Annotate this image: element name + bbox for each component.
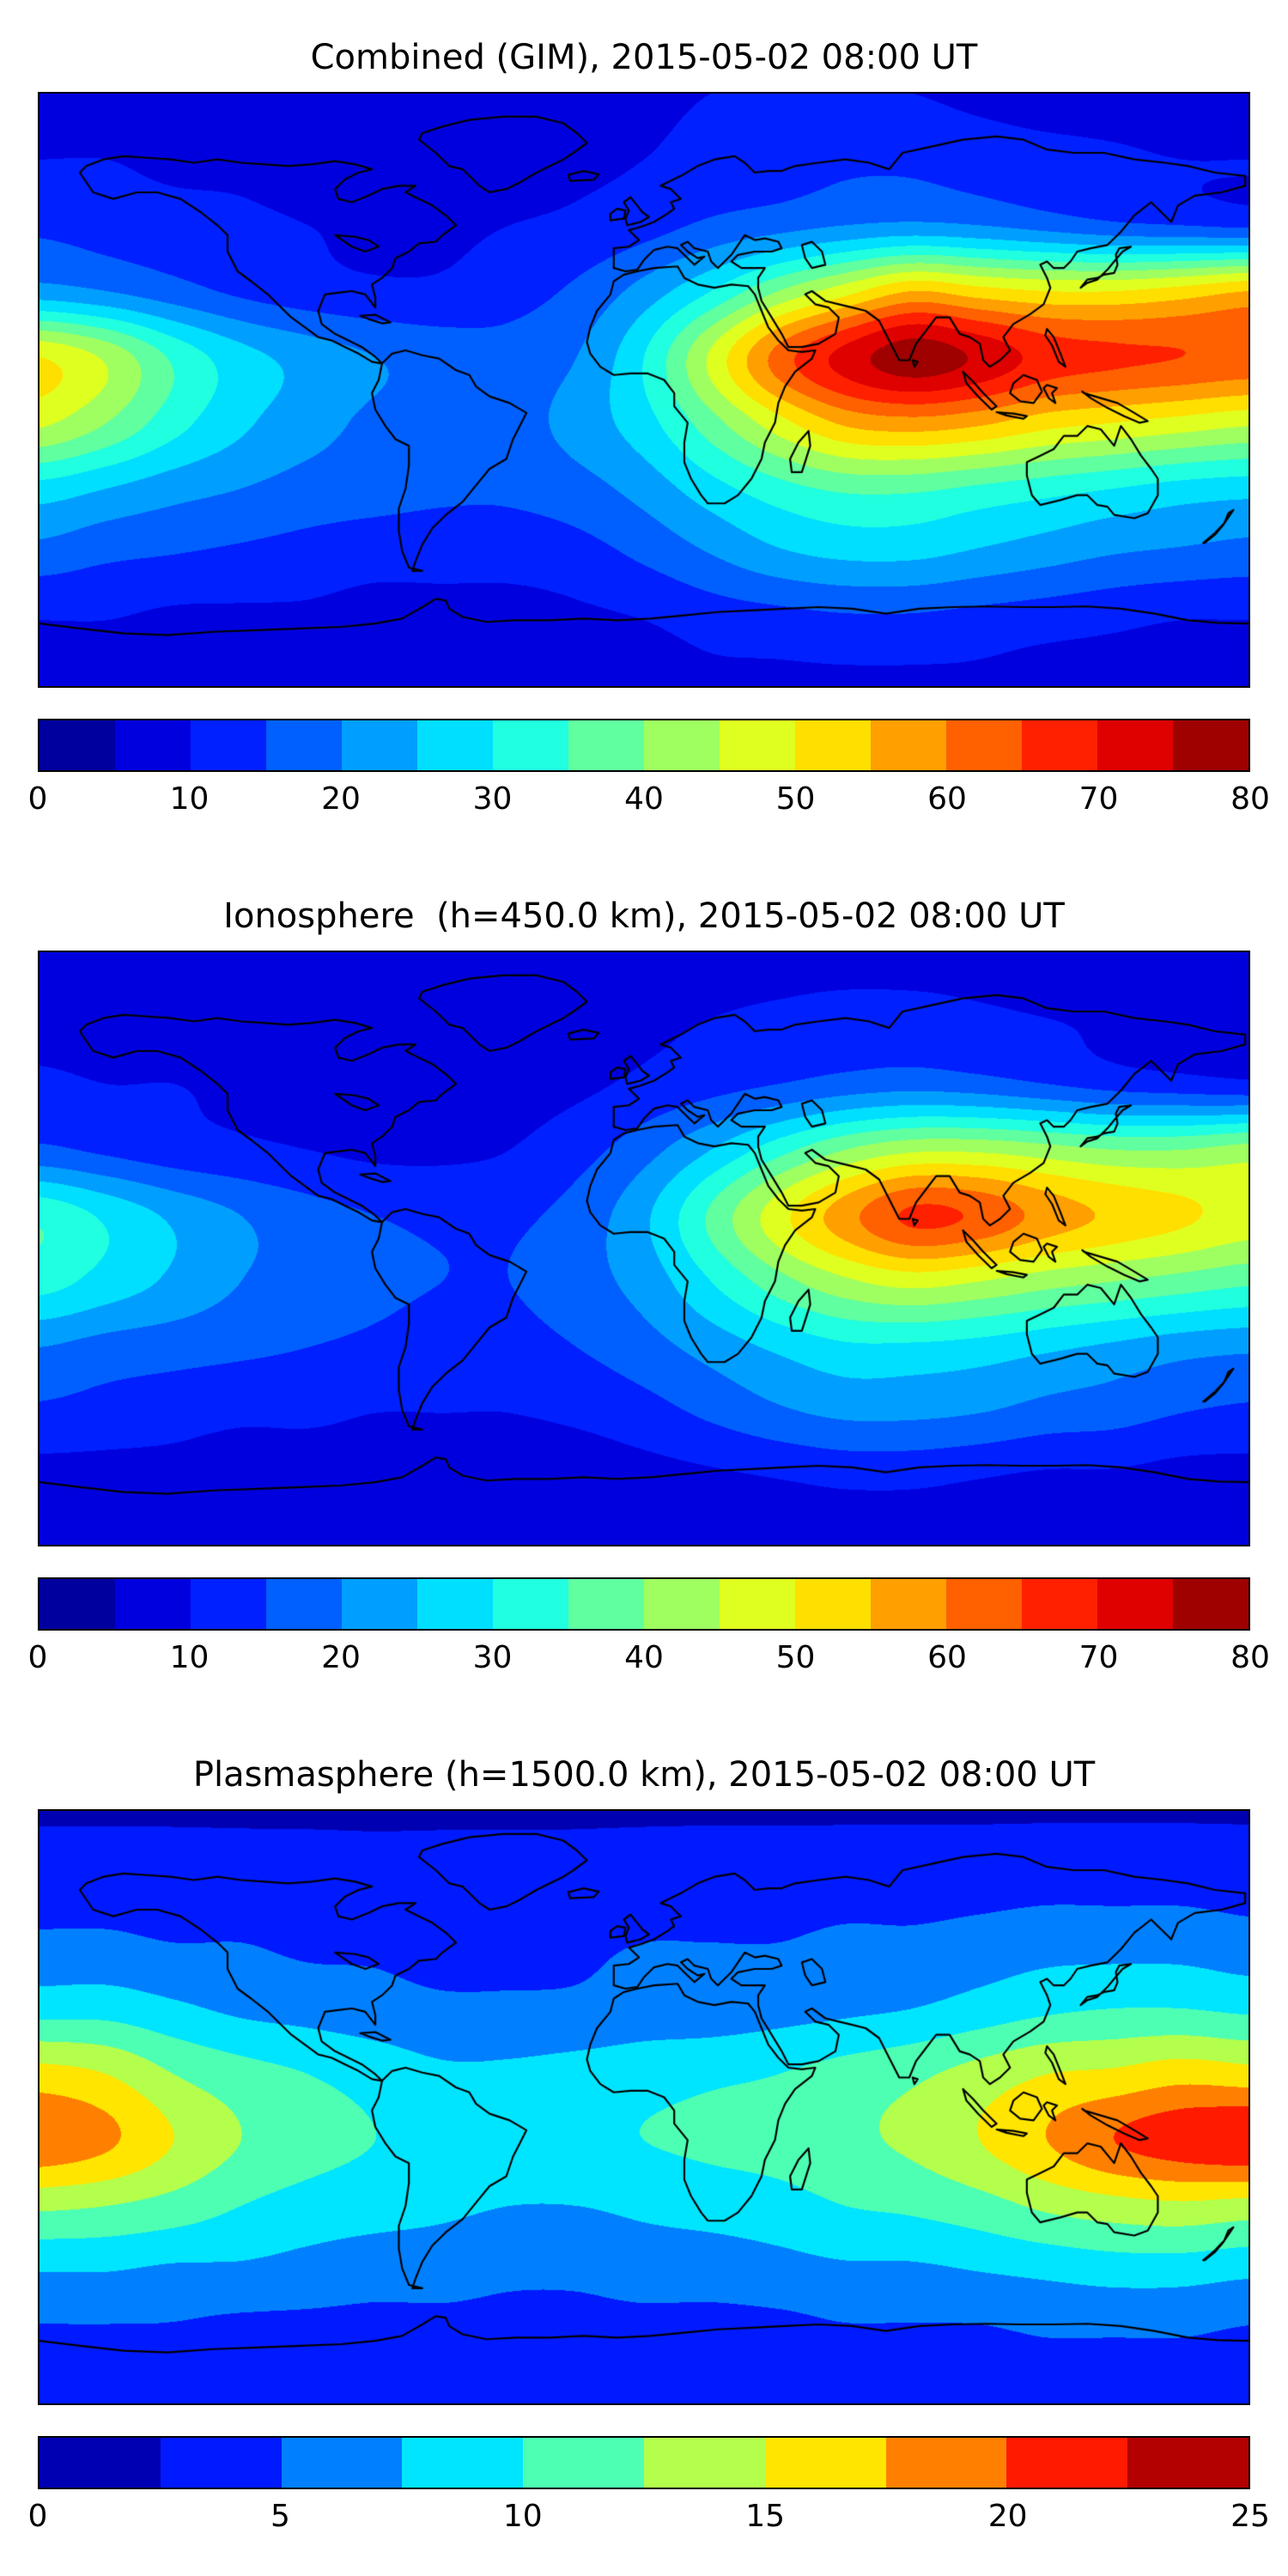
map-combined [38, 92, 1250, 689]
colorbar-segment [568, 1579, 644, 1630]
colorbar-tick-label: 5 [270, 2499, 290, 2535]
colorbar-segment [417, 1579, 493, 1630]
colorbar-ticks-2: 0 10 20 30 40 50 60 70 80 [28, 1637, 1270, 1679]
colorbar-segment [1127, 2438, 1249, 2488]
colorbar-tick-label: 25 [1230, 2499, 1270, 2535]
colorbar-segment [39, 720, 115, 771]
map-plasmasphere [38, 1809, 1250, 2406]
panel-title-ionosphere: Ionosphere (h=450.0 km), 2015-05-02 08:0… [223, 896, 1065, 936]
colorbar-tick-label: 0 [27, 1640, 48, 1676]
colorbar-tick-label: 30 [472, 1640, 513, 1676]
colorbar-tick-label: 50 [775, 1640, 816, 1676]
colorbar-tick-label: 80 [1230, 781, 1270, 817]
colorbar-segment [1022, 1579, 1097, 1630]
colorbar-segment [720, 720, 795, 771]
colorbar-segment [493, 720, 568, 771]
colorbar-segment [191, 1579, 266, 1630]
colorbar-segment [795, 1579, 871, 1630]
colorbar-tick-label: 70 [1078, 1640, 1119, 1676]
colorbar-segment [720, 1579, 795, 1630]
map-canvas-2 [39, 952, 1249, 1546]
colorbar-segment [417, 720, 493, 771]
colorbar-segment [1097, 720, 1173, 771]
colorbar-segment [946, 1579, 1022, 1630]
colorbar-segment [493, 1579, 568, 1630]
colorbar-segment [281, 2438, 403, 2488]
colorbar-tick-label: 30 [472, 781, 513, 817]
colorbar-segment [160, 2438, 282, 2488]
colorbar-tick-label: 60 [927, 781, 967, 817]
panel-title-plasmasphere: Plasmasphere (h=1500.0 km), 2015-05-02 0… [192, 1755, 1096, 1795]
panel-plasmasphere: Plasmasphere (h=1500.0 km), 2015-05-02 0… [0, 1717, 1288, 2576]
colorbar-segment [1097, 1579, 1173, 1630]
colorbar-tick-label: 40 [624, 1640, 664, 1676]
colorbar-tick-label: 20 [321, 781, 361, 817]
colorbar-segment [191, 720, 266, 771]
colorbar-tick-label: 40 [624, 781, 664, 817]
colorbar-segment [115, 720, 191, 771]
colorbar-tick-label: 60 [927, 1640, 967, 1676]
colorbar-segment [643, 2438, 765, 2488]
colorbar-tick-label: 10 [502, 2499, 543, 2535]
colorbar-segment [402, 2438, 524, 2488]
panel-title-combined: Combined (GIM), 2015-05-02 08:00 UT [310, 38, 978, 77]
colorbar-segment [644, 1579, 720, 1630]
colorbar-segment [342, 1579, 417, 1630]
colorbar-ticks-3: 0 5 10 15 20 25 [28, 2496, 1270, 2537]
map-ionosphere [38, 951, 1250, 1547]
map-canvas-1 [39, 94, 1249, 687]
colorbar-segment [1173, 720, 1249, 771]
colorbar-tick-label: 15 [745, 2499, 786, 2535]
colorbar-tick-label: 10 [169, 1640, 210, 1676]
colorbar-segment [1006, 2438, 1128, 2488]
colorbar-segment [342, 720, 417, 771]
colorbar-tick-label: 70 [1078, 781, 1119, 817]
colorbar-segment [764, 2438, 886, 2488]
colorbar-tick-label: 0 [27, 2499, 48, 2535]
colorbar-segment [795, 720, 871, 771]
colorbar-1 [38, 719, 1250, 773]
panel-combined-gim: Combined (GIM), 2015-05-02 08:00 UT 0 10 2… [0, 0, 1288, 859]
colorbar-tick-label: 20 [321, 1640, 361, 1676]
colorbar-tick-label: 0 [27, 781, 48, 817]
colorbar-segment [266, 1579, 342, 1630]
colorbar-tick-label: 80 [1230, 1640, 1270, 1676]
colorbar-segment [266, 720, 342, 771]
map-canvas-3 [39, 1811, 1249, 2404]
colorbar-segment [871, 720, 946, 771]
colorbar-segment [885, 2438, 1007, 2488]
colorbar-segment [568, 720, 644, 771]
colorbar-segment [1173, 1579, 1249, 1630]
colorbar-3 [38, 2436, 1250, 2490]
colorbar-segment [115, 1579, 191, 1630]
colorbar-tick-label: 10 [169, 781, 210, 817]
colorbar-ticks-1: 0 10 20 30 40 50 60 70 80 [28, 779, 1270, 820]
colorbar-segment [39, 2438, 161, 2488]
colorbar-2 [38, 1577, 1250, 1631]
panel-ionosphere: Ionosphere (h=450.0 km), 2015-05-02 08:0… [0, 859, 1288, 1717]
colorbar-segment [1022, 720, 1097, 771]
colorbar-segment [946, 720, 1022, 771]
colorbar-tick-label: 50 [775, 781, 816, 817]
colorbar-segment [39, 1579, 115, 1630]
colorbar-tick-label: 20 [987, 2499, 1028, 2535]
colorbar-segment [644, 720, 720, 771]
colorbar-segment [871, 1579, 946, 1630]
colorbar-segment [523, 2438, 644, 2488]
